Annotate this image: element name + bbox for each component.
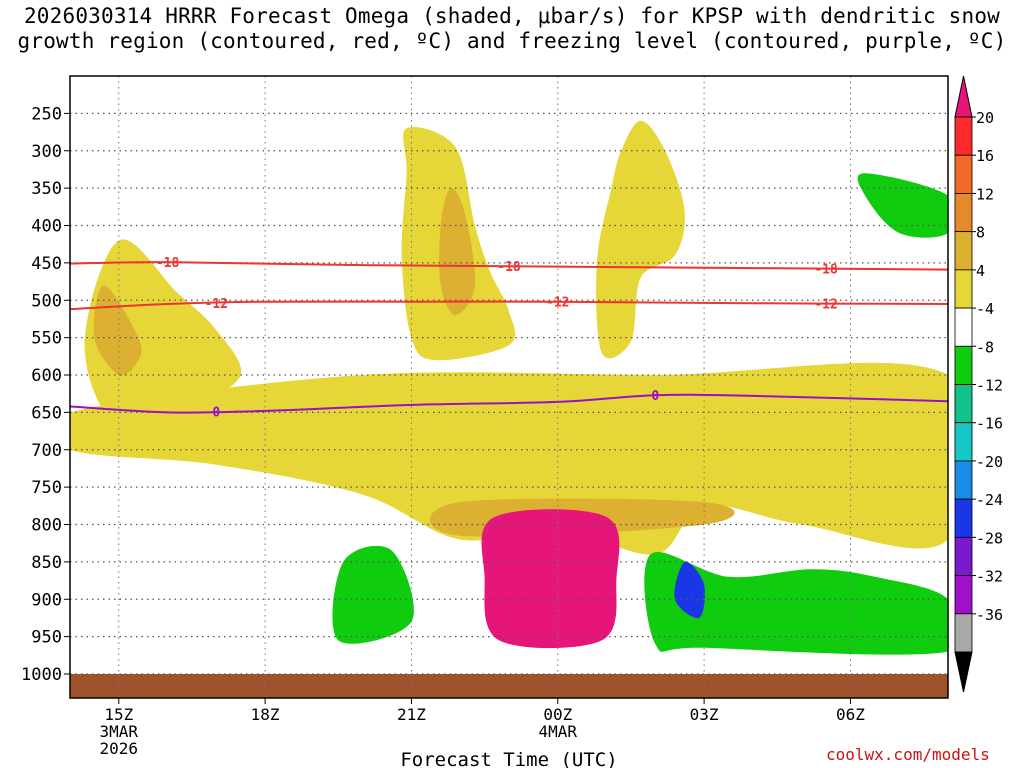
omega-region-4-2 [596,120,685,359]
dgz-minus18-label-0: -18 [156,256,180,271]
ytick-label-600: 600 [31,366,62,386]
omega-region-minus4-9 [644,552,948,655]
colorbar-swatch-5 [954,307,973,347]
colorbar-swatch-3 [954,231,973,271]
colorbar-swatch-8 [954,422,973,462]
ytick-label-400: 400 [31,217,62,237]
omega-region-4-0 [84,239,242,430]
colorbar-label-7: -12 [976,377,1003,395]
xtick-sublabel-00Z: 4MAR [539,722,578,741]
title-line-2: growth region (contoured, red, ºC) and f… [17,29,1007,53]
source-watermark: coolwx.com/models [826,745,990,764]
plot-area: -18 -18 -18 -12 -12 -12 0 0 [70,76,948,698]
ytick-label-1000: 1000 [21,665,62,685]
freezing-level-line [70,393,948,414]
colorbar-swatch-1 [954,154,973,194]
colorbar-label-13: -36 [976,606,1003,624]
colorbar-label-0: 20 [976,109,994,127]
dgz-minus12-label-0: -12 [205,297,228,312]
xtick-label-21Z: 21Z [397,705,426,724]
colorbar-bottom-arrow [954,651,973,693]
dgz-minus12-label-2: -12 [814,298,837,313]
colorbar-swatch-4 [954,269,973,309]
ground-layer [70,674,948,698]
freezing-level-label-0: 0 [212,406,220,421]
chart-title: 2026030314 HRRR Forecast Omega (shaded, … [0,4,1024,54]
title-line-1: 2026030314 HRRR Forecast Omega (shaded, … [23,4,1001,28]
x-axis-title: Forecast Time (UTC) [400,749,617,768]
colorbar-label-10: -24 [976,491,1003,509]
colorbar-label-8: -16 [976,415,1003,433]
omega-region-20-7 [481,509,620,649]
omega-region-minus8-11 [857,173,948,238]
colorbar-swatch-9 [954,460,973,500]
ytick-label-950: 950 [31,628,62,648]
dgz-minus18-label-2: -18 [814,263,838,278]
freezing-level-label-1: 0 [651,389,659,404]
xtick-label-00Z: 00Z [543,705,572,724]
ytick-label-450: 450 [31,254,62,274]
omega-region-minus4-8 [332,545,414,644]
xtick-year-15Z: 2026 [100,739,139,758]
ytick-label-350: 350 [31,179,62,199]
colorbar-label-5: -4 [976,300,994,318]
colorbar-swatch-7 [954,384,973,424]
colorbar-label-6: -8 [976,338,994,356]
xtick-label-03Z: 03Z [690,705,719,724]
ytick-label-250: 250 [31,104,62,124]
colorbar-label-2: 12 [976,185,994,203]
ytick-label-750: 750 [31,478,62,498]
ytick-label-800: 800 [31,516,62,536]
colorbar-swatch-6 [954,345,973,385]
colorbar-label-4: 4 [976,262,985,280]
colorbar-label-1: 16 [976,147,994,165]
colorbar-label-9: -20 [976,453,1003,471]
ytick-label-550: 550 [31,329,62,349]
ytick-label-650: 650 [31,403,62,423]
colorbar-swatch-11 [954,536,973,576]
dgz-minus18-line [70,261,948,271]
omega-region-8-5 [439,187,476,316]
ytick-label-900: 900 [31,590,62,610]
xtick-label-18Z: 18Z [251,705,280,724]
colorbar-swatch-0 [954,116,973,156]
colorbar-swatch-2 [954,193,973,233]
colorbar-swatch-12 [954,575,973,615]
xtick-label-15Z: 15Z [104,705,133,724]
colorbar-top-arrow [954,75,973,118]
omega-region-minus20-10 [674,561,706,619]
xtick-label-06Z: 06Z [836,705,865,724]
colorbar-swatch-13 [954,613,973,653]
colorbar-label-11: -28 [976,529,1003,547]
dgz-minus12-label-1: -12 [546,296,569,311]
plot-frame [69,75,949,699]
dgz-minus12-line [70,300,948,311]
ytick-label-300: 300 [31,142,62,162]
colorbar-swatch-10 [954,498,973,538]
colorbar-label-12: -32 [976,568,1003,586]
ytick-label-850: 850 [31,553,62,573]
xtick-sublabel-15Z: 3MAR [100,722,139,741]
colorbar-label-3: 8 [976,224,985,242]
ytick-label-700: 700 [31,441,62,461]
dgz-minus18-label-1: -18 [497,260,521,275]
ytick-label-500: 500 [31,291,62,311]
